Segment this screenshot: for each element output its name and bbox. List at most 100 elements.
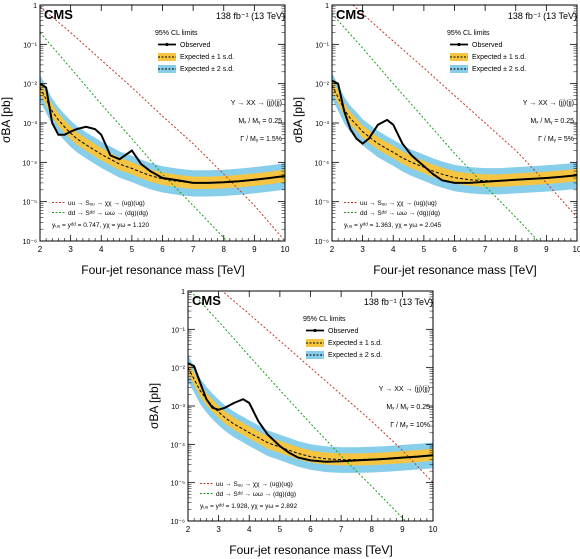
xlabel-1: Four-jet resonance mass [TeV]	[81, 263, 244, 277]
ylabel-3: σBA [pb]	[147, 383, 161, 429]
x-tick-label: 9	[544, 245, 549, 254]
theory-dd-label-3: dd → Sᵈᵈ → ωω → (dg)(dg)	[216, 491, 296, 498]
x-tick-label: 7	[483, 245, 488, 254]
observed-line	[188, 362, 433, 463]
x-tick-label: 2	[186, 525, 191, 534]
legend-2sd-3: Expected ± 2 s.d.	[328, 352, 382, 359]
annotation-2-b: Mₓ / Mᵧ = 0.25	[530, 118, 574, 125]
theory-dd-label-1: dd → Sᵈᵈ → ωω → (dg)(dg)	[68, 210, 148, 217]
theory-dd-line	[332, 13, 539, 241]
x-tick-label: 4	[391, 245, 396, 254]
panel-2: σBA [pb] Four-jet resonance mass [TeV] C…	[291, 3, 580, 277]
y-tick-label: 10⁻³	[171, 404, 185, 411]
lumi-label-1: 138 fb⁻¹ (13 TeV)	[216, 11, 285, 21]
x-tick-label: 3	[68, 245, 73, 254]
coupling-label-2: yᵤᵤ = yᵈᵈ = 1.363, yχ = yω = 2.045	[344, 222, 442, 229]
ylabel-2: σBA [pb]	[291, 97, 305, 143]
x-tick-label: 2	[330, 245, 335, 254]
x-tick-label: 9	[400, 525, 405, 534]
x-tick-label: 7	[191, 245, 196, 254]
x-tick-label: 9	[252, 245, 257, 254]
annotation-3-c: Γ / Mᵧ = 10%	[390, 422, 430, 429]
x-tick-label: 4	[247, 525, 252, 534]
legend-title-1: 95% CL limits	[155, 30, 198, 37]
x-tick-label: 10	[281, 245, 290, 254]
legend-observed-3: Observed	[328, 328, 358, 335]
theory-dd-label-2: dd → Sᵈᵈ → ωω → (dg)(dg)	[360, 210, 440, 217]
x-tick-label: 5	[278, 525, 283, 534]
x-tick-label: 2	[38, 245, 43, 254]
theory-uu-label-1: uu → Sᵤᵤ → χχ → (ug)(ug)	[68, 200, 145, 207]
lumi-label-3: 138 fb⁻¹ (13 TeV)	[364, 297, 433, 307]
band-2sd	[40, 74, 285, 197]
y-tick-label: 10⁻⁶	[315, 239, 329, 246]
theory-uu-line	[352, 5, 577, 218]
expected-median-line	[40, 87, 285, 184]
cms-label-3: CMS	[192, 293, 221, 308]
y-tick-label: 1	[181, 289, 185, 296]
y-tick-label: 1	[325, 3, 329, 10]
x-tick-label: 8	[514, 245, 519, 254]
y-tick-label: 10⁻¹	[171, 327, 185, 334]
x-tick-label: 5	[130, 245, 135, 254]
theory-uu-label-3: uu → Sᵤᵤ → χχ → (ug)(ug)	[216, 481, 293, 488]
cms-label-2: CMS	[336, 7, 365, 22]
legend-swatch-observed-marker	[165, 42, 169, 47]
y-tick-label: 10⁻²	[171, 366, 185, 373]
legend-swatch-observed-marker	[457, 42, 461, 47]
observed-line	[332, 79, 577, 184]
band-1sd	[188, 361, 433, 466]
legend-1sd-2: Expected ± 1 s.d.	[472, 54, 526, 61]
y-tick-label: 10⁻²	[23, 82, 37, 89]
y-tick-label: 10⁻⁵	[23, 200, 37, 207]
x-tick-label: 10	[429, 525, 438, 534]
y-tick-label: 10⁻¹	[315, 42, 329, 49]
coupling-label-1: yᵤᵤ = yᵈᵈ = 0.747, yχ = yω = 1.120	[52, 222, 150, 229]
x-tick-label: 7	[339, 525, 344, 534]
cms-label-1: CMS	[44, 7, 73, 22]
legend-1sd-1: Expected ± 1 s.d.	[180, 54, 234, 61]
annotation-2-a: Υ → XX → (jj)(jj)	[523, 100, 574, 107]
observed-line	[40, 82, 285, 184]
x-tick-label: 5	[422, 245, 427, 254]
annotation-1-c: Γ / Mᵧ = 1.5%	[240, 136, 282, 143]
y-tick-label: 10⁻⁶	[171, 519, 185, 526]
xlabel-3: Four-jet resonance mass [TeV]	[229, 543, 392, 557]
x-tick-label: 8	[222, 245, 227, 254]
panel-3: σBA [pb] Four-jet resonance mass [TeV] C…	[147, 289, 438, 557]
y-tick-label: 10⁻¹	[23, 42, 37, 49]
x-tick-label: 3	[360, 245, 365, 254]
annotation-3-a: Υ → XX → (jj)(jj)	[379, 386, 430, 393]
plot-area	[40, 6, 285, 241]
x-tick-label: 6	[308, 525, 313, 534]
x-tick-label: 4	[99, 245, 104, 254]
x-tick-label: 6	[452, 245, 457, 254]
legend-swatch-observed-marker	[313, 328, 317, 333]
legend-title-3: 95% CL limits	[303, 316, 346, 323]
y-tick-label: 1	[33, 3, 37, 10]
panel-1: σBA [pb] Four-jet resonance mass [TeV] C…	[0, 3, 290, 277]
legend-observed-2: Observed	[472, 42, 502, 49]
y-tick-label: 10⁻⁶	[23, 239, 37, 246]
y-tick-label: 10⁻³	[23, 121, 37, 128]
legend-1sd-3: Expected ± 1 s.d.	[328, 340, 382, 347]
band-2sd	[332, 72, 577, 195]
legend-2sd-1: Expected ± 2 s.d.	[180, 66, 234, 73]
coupling-label-3: yᵤᵤ = yᵈᵈ = 1.928, yχ = yω = 2.892	[200, 503, 298, 510]
ylabel-1: σBA [pb]	[0, 97, 13, 143]
annotation-1-a: Υ → XX → (jj)(jj)	[231, 100, 282, 107]
annotation-1-b: Mₓ / Mᵧ = 0.25	[238, 118, 282, 125]
x-tick-label: 10	[573, 245, 580, 254]
y-tick-label: 10⁻⁴	[23, 160, 38, 167]
theory-dd-line	[40, 32, 228, 241]
legend-2sd-2: Expected ± 2 s.d.	[472, 66, 526, 73]
y-tick-label: 10⁻⁵	[171, 481, 185, 488]
legend-observed-1: Observed	[180, 42, 210, 49]
band-1sd	[332, 79, 577, 187]
y-tick-label: 10⁻⁴	[171, 442, 186, 449]
y-tick-label: 10⁻²	[315, 82, 329, 89]
band-2sd	[188, 355, 433, 473]
y-tick-label: 10⁻⁵	[315, 200, 329, 207]
xlabel-2: Four-jet resonance mass [TeV]	[373, 263, 536, 277]
